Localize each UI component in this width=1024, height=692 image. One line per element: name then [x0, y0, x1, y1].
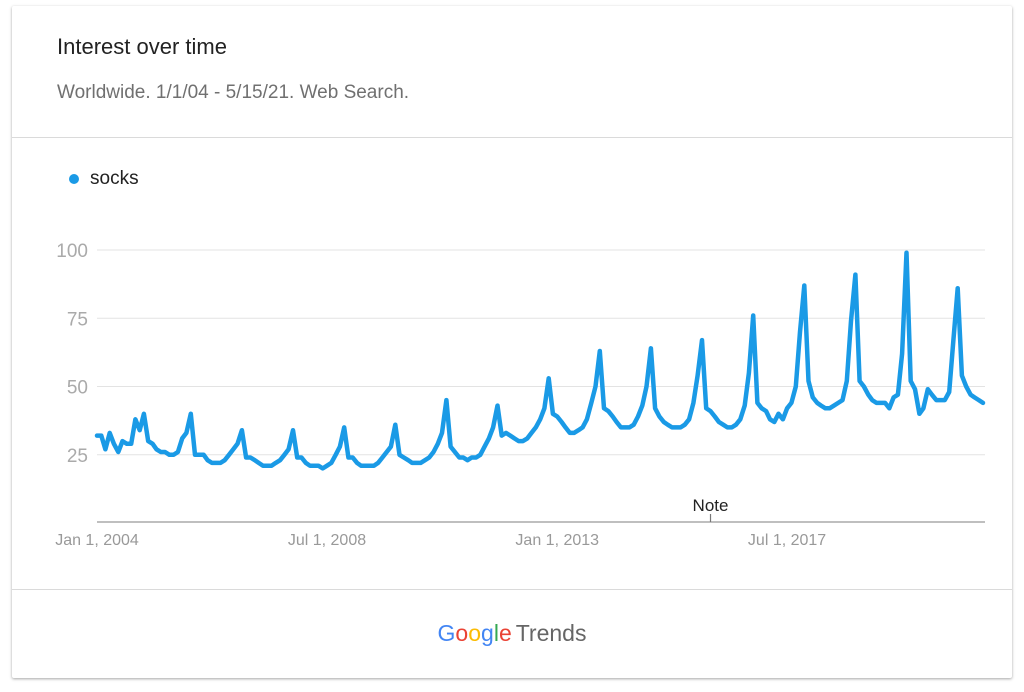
annotations: Note: [693, 496, 729, 522]
legend-label: socks: [90, 168, 139, 189]
x-tick-label: Jul 1, 2008: [288, 532, 366, 549]
card-footer: Google Trends: [12, 589, 1012, 678]
logo-letter: G: [437, 620, 456, 646]
trends-label: Trends: [515, 620, 587, 646]
page-title: Interest over time: [57, 34, 227, 59]
logo-letter: o: [468, 620, 482, 646]
chart-legend[interactable]: socks: [69, 168, 139, 190]
y-axis-ticks: 25 50 75 100: [56, 241, 88, 467]
series-line-socks: [94, 250, 986, 471]
x-tick-label: Jan 1, 2013: [515, 532, 599, 549]
logo-letter: e: [498, 620, 512, 646]
google-logo: Google: [438, 620, 512, 646]
x-axis-ticks: Jan 1, 2004 Jul 1, 2008 Jan 1, 2013 Jul 1, …: [55, 532, 826, 549]
page-subtitle: Worldwide. 1/1/04 - 5/15/21. Web Search.: [57, 82, 410, 103]
logo-letter: g: [481, 620, 494, 646]
logo-letter: o: [455, 620, 469, 646]
grid-lines: [97, 249, 985, 523]
y-tick-label: 100: [56, 241, 88, 262]
series-lines: [94, 250, 986, 471]
card-header: Interest over time Worldwide. 1/1/04 - 5…: [12, 6, 1012, 138]
trends-card: Interest over time Worldwide. 1/1/04 - 5…: [12, 6, 1012, 678]
y-tick-label: 50: [67, 378, 88, 399]
x-tick-label: Jan 1, 2004: [55, 532, 139, 549]
logo-letter: l: [493, 620, 499, 646]
legend-dot-icon: [69, 174, 79, 184]
google-trends-logo: Google Trends: [12, 620, 1012, 647]
note-label: Note: [693, 496, 729, 515]
y-tick-label: 25: [67, 446, 88, 467]
x-tick-label: Jul 1, 2017: [748, 532, 826, 549]
y-tick-label: 75: [67, 309, 88, 330]
